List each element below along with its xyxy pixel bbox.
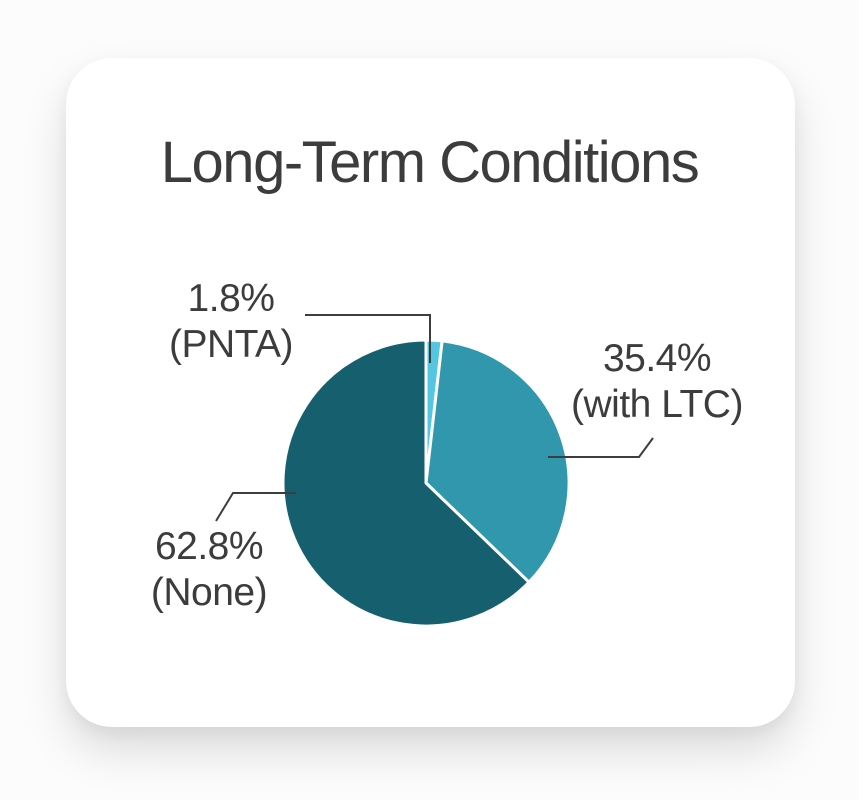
pie-label-none: 62.8% (None) (99, 524, 319, 616)
pie-label-pnta: 1.8% (PNTA) (121, 276, 341, 368)
pie-slices (281, 338, 571, 628)
leader-line-none (215, 492, 296, 522)
pie-label-pnta-value: 1.8% (187, 277, 275, 320)
chart-title: Long-Term Conditions (160, 130, 700, 195)
pie-label-pnta-name: (PNTA) (168, 323, 294, 366)
pie-label-with-ltc-value: 35.4% (602, 337, 712, 380)
leader-lines (215, 314, 654, 522)
pie-slice-none[interactable] (281, 338, 531, 628)
leader-line-pnta (305, 314, 431, 363)
pie-slice-with-ltc[interactable] (424, 339, 571, 584)
pie-label-with-ltc-name: (with LTC) (571, 383, 743, 426)
leader-line-with-ltc (548, 437, 654, 458)
pie-label-with-ltc: 35.4% (with LTC) (547, 336, 767, 428)
pie-label-none-value: 62.8% (154, 525, 264, 568)
pie-label-none-name: (None) (150, 571, 268, 614)
